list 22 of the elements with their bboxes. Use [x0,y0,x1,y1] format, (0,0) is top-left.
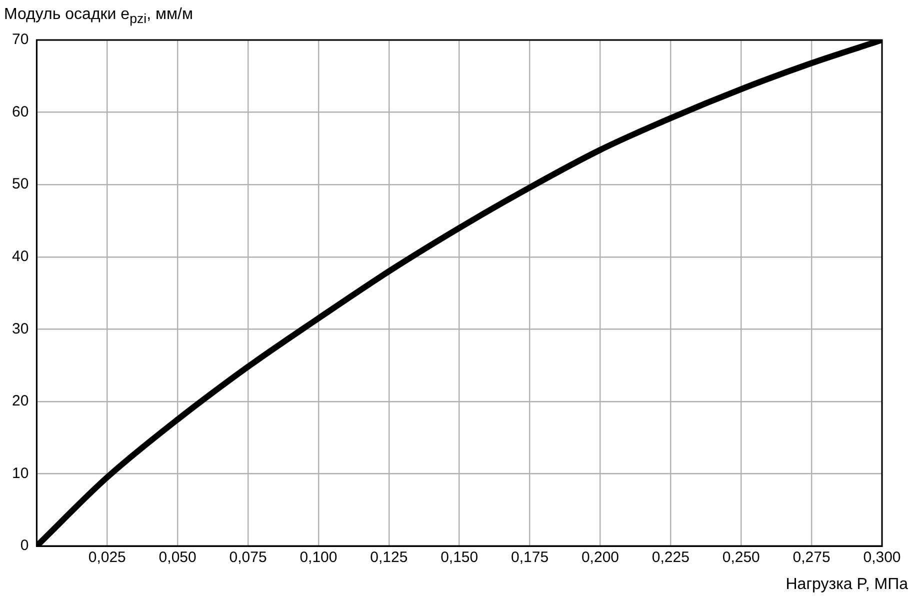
y-tick-label: 50 [12,176,29,193]
x-tick-label: 0,150 [440,549,478,566]
y-tick-label: 60 [12,103,29,120]
x-axis-title: Нагрузка P, МПа [786,576,908,594]
x-tick-label: 0,025 [88,549,126,566]
x-tick-label: 0,250 [722,549,760,566]
x-tick-label: 0,075 [229,549,267,566]
x-tick-label: 0,100 [300,549,338,566]
y-tick-label: 0 [20,537,29,554]
x-tick-label: 0,200 [581,549,619,566]
x-tick-label: 0,050 [158,549,196,566]
y-tick-label: 30 [12,320,29,338]
y-tick-label: 40 [12,248,29,265]
x-tick-label: 0,225 [652,549,690,566]
x-tick-label: 0,125 [370,549,408,566]
x-tick-label: 0,300 [863,549,901,566]
y-tick-label: 70 [12,31,29,48]
x-tick-label: 0,275 [792,549,830,566]
x-tick-label: 0,175 [511,549,549,566]
y-tick-label: 20 [12,392,29,410]
y-tick-label: 10 [12,464,29,482]
y-axis-title: Модуль осадки e$_{pzi}$, мм/м [4,6,193,26]
